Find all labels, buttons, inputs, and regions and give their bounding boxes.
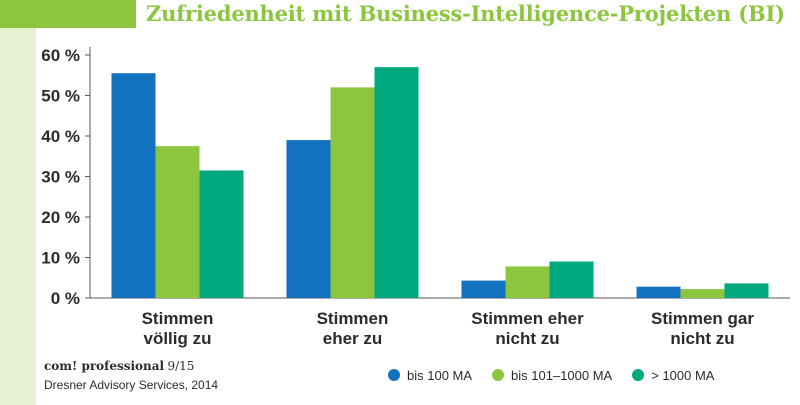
y-tick-label: 50 % bbox=[41, 87, 80, 106]
y-tick-label: 20 % bbox=[41, 208, 80, 227]
legend-label: > 1000 MA bbox=[651, 368, 715, 383]
chart-legend: bis 100 MA bis 101–1000 MA > 1000 MA bbox=[388, 368, 734, 383]
bar bbox=[286, 140, 331, 298]
legend-dot-icon bbox=[632, 369, 645, 381]
y-tick-label: 0 % bbox=[51, 289, 80, 308]
x-tick-label: eher zu bbox=[323, 329, 383, 348]
legend-label: bis 100 MA bbox=[407, 368, 473, 383]
title-accent-bar bbox=[0, 0, 136, 28]
legend-item: > 1000 MA bbox=[632, 368, 714, 383]
bar bbox=[330, 87, 375, 299]
x-tick-label: Stimmen eher bbox=[471, 309, 584, 328]
bar bbox=[155, 146, 200, 298]
source-issue: 9/15 bbox=[167, 359, 195, 373]
y-tick-label: 60 % bbox=[41, 46, 80, 65]
bar bbox=[549, 261, 594, 298]
source-publication: com! professional bbox=[44, 359, 165, 373]
x-tick-label: Stimmen bbox=[142, 309, 214, 328]
x-tick-label: nicht zu bbox=[495, 329, 559, 348]
chart-title: Zufriedenheit mit Business-Intelligence-… bbox=[146, 1, 785, 26]
bar bbox=[680, 289, 725, 298]
bar bbox=[461, 280, 506, 298]
x-tick-label: Stimmen gar bbox=[651, 309, 754, 328]
bar bbox=[111, 73, 156, 298]
source-note: com! professional 9/15 Dresner Advisory … bbox=[44, 357, 218, 395]
bar bbox=[199, 170, 244, 298]
side-accent-strip bbox=[0, 0, 36, 405]
source-publication-line: com! professional 9/15 bbox=[44, 357, 218, 376]
legend-dot-icon bbox=[492, 369, 505, 381]
bar bbox=[724, 283, 769, 298]
legend-item: bis 101–1000 MA bbox=[492, 368, 612, 383]
legend-item: bis 100 MA bbox=[388, 368, 472, 383]
bar bbox=[505, 266, 550, 298]
y-tick-label: 30 % bbox=[41, 168, 80, 187]
legend-dot-icon bbox=[388, 369, 400, 381]
source-origin: Dresner Advisory Services, 2014 bbox=[44, 378, 219, 392]
bar bbox=[636, 286, 681, 298]
x-tick-label: nicht zu bbox=[670, 329, 734, 348]
y-tick-label: 10 % bbox=[41, 249, 80, 268]
bar bbox=[374, 67, 419, 299]
x-tick-label: Stimmen bbox=[317, 309, 389, 328]
x-tick-label: völlig zu bbox=[144, 329, 212, 348]
legend-label: bis 101–1000 MA bbox=[511, 368, 613, 383]
y-tick-label: 40 % bbox=[41, 127, 80, 146]
